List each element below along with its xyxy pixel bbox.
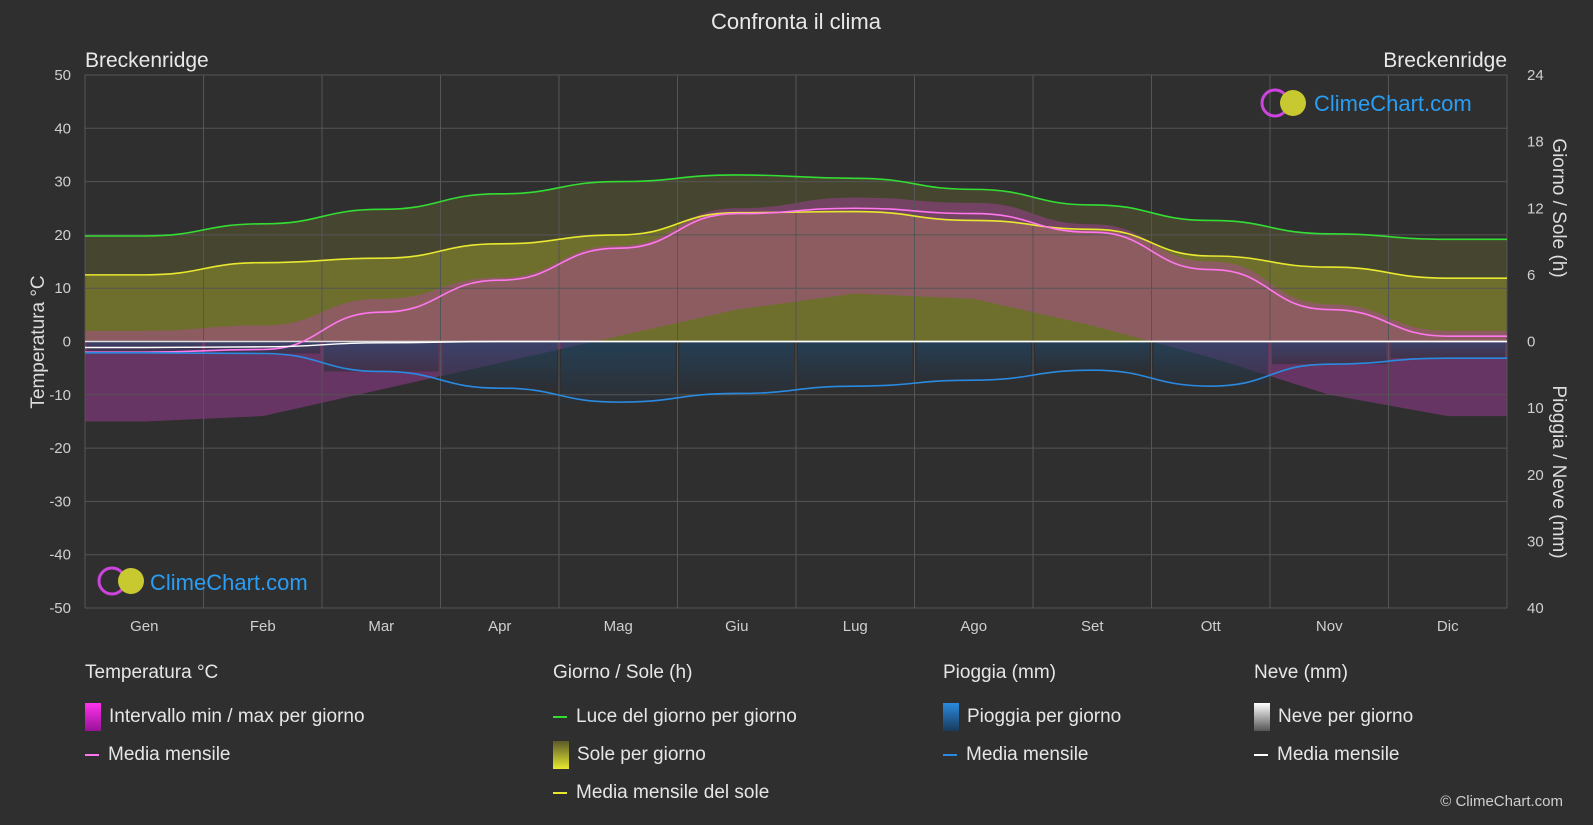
right-top-tick-label: 12 <box>1527 200 1544 217</box>
legend-item: Neve per giorno <box>1254 698 1413 736</box>
right-top-tick-label: 6 <box>1527 267 1535 284</box>
legend-title: Giorno / Sole (h) <box>553 662 693 683</box>
rain-bar <box>1035 341 1150 371</box>
right-bottom-tick-label: 30 <box>1527 533 1544 550</box>
left-axis-label: Temperatura °C <box>28 275 49 408</box>
left-tick-label: 10 <box>54 280 71 297</box>
left-tick-label: 20 <box>54 227 71 244</box>
legend-item: Media mensile <box>943 736 1121 774</box>
left-tick-label: 0 <box>63 334 71 351</box>
legend-title: Neve (mm) <box>1254 662 1348 683</box>
month-tick-label: Feb <box>250 618 276 635</box>
rain-bar <box>679 341 794 394</box>
left-tick-label: -50 <box>49 600 71 617</box>
month-tick-label: Giu <box>725 618 748 635</box>
sunshine-swatch-icon <box>553 741 569 769</box>
rain-bar <box>1153 341 1268 387</box>
month-tick-label: Lug <box>843 618 868 635</box>
legend-temperature: Temperatura °C Intervallo min / max per … <box>85 662 365 774</box>
line-swatch-icon <box>1254 754 1268 756</box>
legend-snow: Neve (mm) Neve per giorno Media mensile <box>1254 662 1413 774</box>
line-swatch-icon <box>553 716 567 718</box>
rain-bar <box>1272 341 1387 365</box>
legend-title: Temperatura °C <box>85 662 219 683</box>
left-tick-label: -40 <box>49 547 71 564</box>
logo-sun-icon <box>118 568 144 594</box>
line-swatch-icon <box>553 792 567 794</box>
brand-text-bottom[interactable]: ClimeChart.com <box>150 570 308 595</box>
left-tick-label: -30 <box>49 493 71 510</box>
rain-bar <box>324 341 439 372</box>
brand-text-top[interactable]: ClimeChart.com <box>1314 91 1472 116</box>
right-axis-top-label: Giorno / Sole (h) <box>1548 138 1569 277</box>
location-right: Breckenridge <box>1383 49 1507 72</box>
rain-bar <box>442 341 557 389</box>
month-tick-label: Mag <box>604 618 633 635</box>
legend-item: Intervallo min / max per giorno <box>85 698 365 736</box>
sunshine-mean-line <box>84 210 1507 280</box>
legend-rain: Pioggia (mm) Pioggia per giorno Media me… <box>943 662 1121 774</box>
right-bottom-tick-label: 40 <box>1527 600 1544 617</box>
rain-mean-line <box>85 352 1507 403</box>
climate-chart: Confronta il clima Breckenridge Breckenr… <box>28 9 1569 635</box>
legend-item: Sole per giorno <box>553 736 797 774</box>
month-tick-label: Ott <box>1201 618 1222 635</box>
right-axis-bottom-label: Pioggia / Neve (mm) <box>1548 385 1569 558</box>
rain-swatch-icon <box>943 703 959 731</box>
rain-bar <box>1390 341 1505 359</box>
month-tick-label: Gen <box>130 618 158 635</box>
left-tick-label: -10 <box>49 387 71 404</box>
month-tick-label: Dic <box>1437 618 1459 635</box>
legend-item: Media mensile del sole <box>553 774 797 812</box>
right-bottom-tick-label: 10 <box>1527 400 1544 417</box>
legend-item: Media mensile <box>85 736 365 774</box>
legend-item: Pioggia per giorno <box>943 698 1121 736</box>
temp-mean-line <box>84 207 1507 353</box>
left-tick-label: -20 <box>49 440 71 457</box>
right-top-tick-label: 0 <box>1527 334 1535 351</box>
line-swatch-icon <box>943 754 957 756</box>
rain-bar <box>561 341 676 403</box>
legend-item: Media mensile <box>1254 736 1413 774</box>
snow-swatch-icon <box>1254 703 1270 731</box>
daylight-line <box>84 174 1507 241</box>
right-bottom-tick-label: 20 <box>1527 467 1544 484</box>
month-tick-label: Apr <box>488 618 511 635</box>
right-top-tick-label: 24 <box>1527 67 1544 84</box>
left-tick-label: 50 <box>54 67 71 84</box>
range-swatch-icon <box>85 703 101 731</box>
left-tick-label: 40 <box>54 120 71 137</box>
month-tick-label: Set <box>1081 618 1104 635</box>
legend-item: Luce del giorno per giorno <box>553 698 797 736</box>
legend-sun: Giorno / Sole (h) Luce del giorno per gi… <box>553 662 797 812</box>
rain-bar <box>916 341 1031 381</box>
legend-title: Pioggia (mm) <box>943 662 1056 683</box>
chart-title: Confronta il clima <box>711 9 882 34</box>
logo-sun-icon <box>1280 90 1306 116</box>
month-tick-label: Mar <box>368 618 394 635</box>
location-left: Breckenridge <box>85 49 209 72</box>
line-swatch-icon <box>85 754 99 756</box>
brand-logo-bottom: ClimeChart.com <box>97 566 308 596</box>
right-top-tick-label: 18 <box>1527 134 1544 151</box>
snow-mean-line <box>85 340 1507 349</box>
copyright: © ClimeChart.com <box>1440 793 1563 810</box>
month-tick-label: Ago <box>960 618 987 635</box>
brand-logo-top: ClimeChart.com <box>1260 88 1472 118</box>
rain-bar <box>798 341 913 387</box>
month-tick-label: Nov <box>1316 618 1343 635</box>
left-tick-label: 30 <box>54 174 71 191</box>
